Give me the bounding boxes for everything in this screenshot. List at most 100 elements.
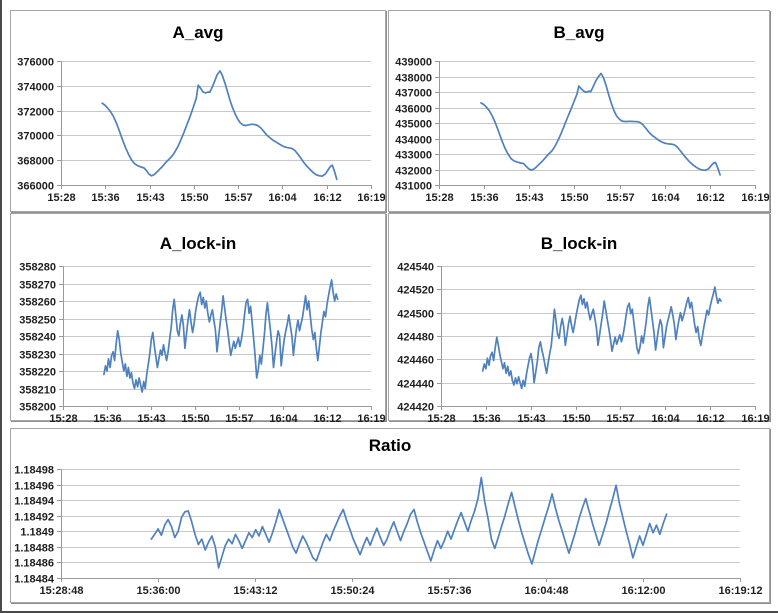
x-tick-label: 15:43	[136, 192, 164, 204]
y-tick-label: 1.18484	[14, 574, 55, 586]
x-tick-label: 16:19:12	[718, 585, 762, 597]
y-tick-label: 376000	[17, 57, 54, 69]
y-tick-label: 358210	[19, 385, 56, 397]
y-tick-label: 424480	[397, 332, 434, 344]
y-tick-label: 374000	[17, 82, 54, 94]
chart-title-b-lock-in: B_lock-in	[540, 234, 618, 253]
x-tick-label: 16:04	[651, 192, 680, 204]
x-tick-label: 15:28	[47, 192, 75, 204]
x-tick-label: 16:04	[651, 413, 680, 422]
x-tick-label: 15:43	[515, 192, 543, 204]
y-tick-label: 433000	[395, 150, 432, 162]
y-tick-label: 435000	[395, 119, 432, 131]
x-tick-label: 15:36	[91, 192, 119, 204]
y-tick-label: 1.18486	[14, 558, 54, 570]
chart-title-a-lock-in: A_lock-in	[159, 234, 237, 253]
y-tick-label: 358220	[19, 367, 56, 379]
y-tick-label: 366000	[17, 181, 54, 193]
x-tick-label: 16:04	[269, 413, 298, 422]
y-tick-label: 1.18496	[14, 481, 54, 493]
x-tick-label: 15:57:36	[427, 585, 471, 597]
b-avg-plot-area: 431000 432000 433000 434000 435000 436000 4370…	[395, 57, 769, 205]
chart-a-avg: A_avg 366000 368000 370000 372000 374000 3760…	[10, 10, 386, 212]
x-tick-label: 15:50	[180, 192, 208, 204]
y-tick-label: 431000	[395, 181, 432, 193]
x-tick-label: 15:28	[427, 413, 455, 422]
chart-ratio: Ratio 1.18484 1.18486 1.18488 1.1849 1.18492…	[10, 428, 770, 603]
y-tick-label: 1.18488	[14, 543, 54, 555]
y-tick-label: 368000	[17, 156, 54, 168]
x-tick-label: 15:28	[49, 413, 77, 422]
x-tick-label: 15:36:00	[136, 585, 180, 597]
a-lock-in-plot-area: 358200 358210 358220 358230 358240 358250 3582…	[19, 262, 385, 423]
chart-title-a-avg: A_avg	[172, 23, 224, 42]
y-tick-label: 424540	[397, 262, 434, 274]
y-tick-label: 424500	[397, 309, 434, 321]
x-tick-label: 16:12	[313, 413, 341, 422]
y-tick-label: 436000	[395, 104, 432, 116]
x-tick-label: 16:12	[696, 413, 724, 422]
y-tick-label: 358230	[19, 350, 56, 362]
x-tick-label: 16:12	[313, 192, 341, 204]
series-line-a-lock-in	[103, 279, 339, 393]
x-tick-label: 15:57	[225, 413, 253, 422]
chart-b-lock-in: B_lock-in 424420 424440 424460 424480 424500…	[388, 213, 770, 423]
y-tick-label: 437000	[395, 88, 432, 100]
x-tick-label: 16:12	[696, 192, 724, 204]
y-tick-label: 1.18494	[14, 496, 55, 508]
ratio-plot-area: 1.18484 1.18486 1.18488 1.1849 1.18492 1.1849…	[14, 465, 762, 598]
series-line-b-lock-in	[481, 286, 722, 390]
x-tick-label: 15:36	[470, 192, 498, 204]
y-tick-label: 1.18492	[14, 512, 54, 524]
y-tick-label: 1.1849	[20, 527, 54, 539]
x-tick-label: 15:57	[606, 192, 634, 204]
a-avg-plot-area: 366000 368000 370000 372000 374000 376000 15:2…	[17, 57, 385, 205]
x-tick-label: 15:43:12	[233, 585, 277, 597]
x-tick-label: 15:36	[472, 413, 500, 422]
y-tick-label: 434000	[395, 135, 432, 147]
x-tick-label: 15:50	[560, 192, 588, 204]
x-tick-label: 15:43	[137, 413, 165, 422]
y-tick-label: 424440	[397, 379, 434, 391]
x-tick-label: 16:19	[741, 192, 769, 204]
y-tick-label: 1.18498	[14, 465, 54, 477]
y-tick-label: 358260	[19, 297, 56, 309]
series-line-b-avg	[480, 72, 721, 176]
x-tick-label: 15:57	[606, 413, 634, 422]
chart-title-ratio: Ratio	[368, 436, 412, 455]
y-tick-label: 424520	[397, 285, 434, 297]
series-line-a-avg	[101, 70, 338, 181]
chart-a-lock-in: A_lock-in 358200 358210 358220 358230 358240…	[10, 213, 386, 423]
y-tick-label: 358280	[19, 262, 56, 274]
y-tick-label: 438000	[395, 73, 432, 85]
x-tick-label: 15:50:24	[330, 585, 375, 597]
b-lock-in-plot-area: 424420 424440 424460 424480 424500 424520 4245…	[397, 262, 769, 423]
y-tick-label: 358200	[19, 402, 56, 414]
y-tick-label: 358250	[19, 315, 56, 327]
y-tick-label: 358240	[19, 332, 56, 344]
x-tick-label: 16:19	[357, 413, 385, 422]
x-tick-label: 15:50	[562, 413, 590, 422]
chart-b-avg: B_avg 431000 432000 433000 434000 435000 4360…	[388, 10, 770, 212]
x-tick-label: 16:04	[268, 192, 297, 204]
x-tick-label: 16:12:00	[621, 585, 665, 597]
y-tick-label: 432000	[395, 166, 432, 178]
y-tick-label: 358270	[19, 280, 56, 292]
y-tick-label: 424460	[397, 355, 434, 367]
x-tick-label: 15:28:48	[39, 585, 83, 597]
y-tick-label: 370000	[17, 131, 54, 143]
x-tick-label: 16:19	[357, 192, 385, 204]
x-tick-label: 15:57	[224, 192, 252, 204]
y-tick-label: 372000	[17, 107, 54, 119]
series-line-ratio	[150, 476, 668, 569]
x-tick-label: 15:36	[93, 413, 121, 422]
y-tick-label: 424420	[397, 402, 434, 414]
x-tick-label: 16:04:48	[524, 585, 568, 597]
y-tick-label: 439000	[395, 57, 432, 69]
x-tick-label: 15:50	[181, 413, 209, 422]
x-tick-label: 16:19	[741, 413, 769, 422]
x-tick-label: 15:43	[517, 413, 545, 422]
x-tick-label: 15:28	[425, 192, 453, 204]
chart-title-b-avg: B_avg	[553, 23, 605, 42]
